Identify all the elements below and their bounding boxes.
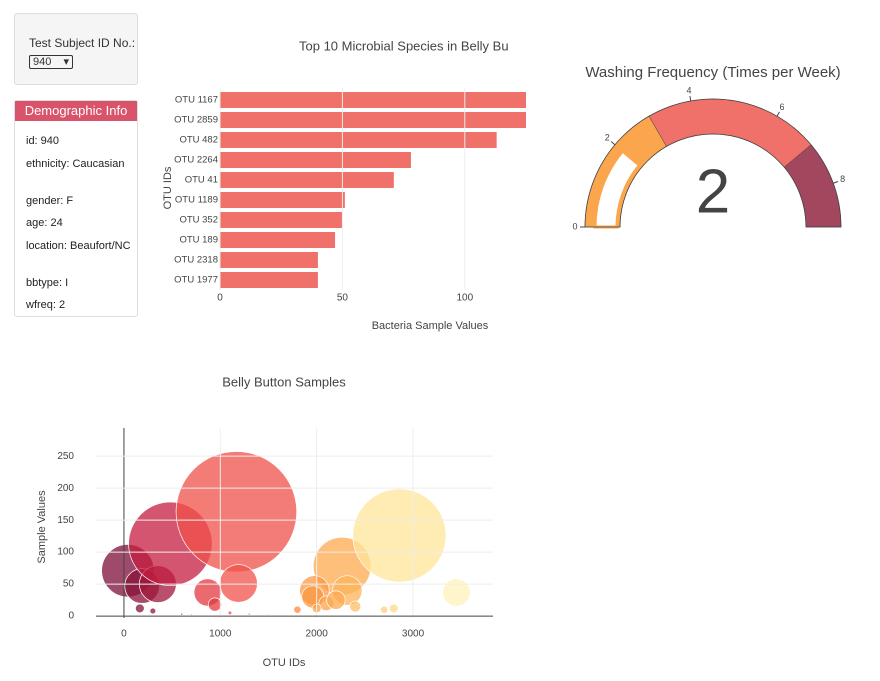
gauge-tick	[610, 141, 616, 146]
demographic-row: ethnicity: Caucasian	[26, 157, 125, 170]
bubble	[227, 610, 233, 616]
bubble	[326, 590, 346, 610]
chart-title: Top 10 Microbial Species in Belly Bu	[299, 38, 509, 53]
gauge-tick-label: 2	[605, 133, 610, 143]
selector-panel: Test Subject ID No.: 940	[14, 13, 138, 85]
y-tick-label: 150	[57, 515, 74, 526]
x-tick-label: 0	[217, 293, 223, 304]
bubble	[180, 612, 184, 616]
gauge-tick	[776, 111, 780, 117]
demographic-title: Demographic Info	[15, 101, 137, 121]
gauge-outline	[584, 98, 842, 228]
demographic-row: bbtype: I	[26, 276, 69, 289]
demographic-row: wfreq: 2	[26, 299, 66, 311]
x-axis-title: OTU IDs	[263, 657, 306, 669]
bubble	[442, 578, 471, 607]
x-tick-label: 0	[121, 629, 127, 640]
gauge-tick-label: 0	[572, 221, 577, 231]
y-tick-label: 250	[57, 451, 74, 462]
y-axis-title: Sample Values	[36, 490, 48, 564]
bubble	[190, 613, 193, 616]
demographic-row: id: 940	[26, 135, 60, 147]
y-tick-label: OTU 189	[179, 235, 218, 246]
y-tick-label: OTU 482	[179, 135, 218, 146]
bar	[220, 212, 343, 228]
y-tick-label: 100	[57, 547, 74, 558]
bubble	[247, 612, 251, 616]
y-tick-label: OTU 41	[185, 175, 218, 186]
gauge-tick-label: 8	[840, 174, 845, 184]
y-tick-label: 0	[68, 611, 74, 622]
x-tick-label: 1000	[209, 629, 232, 640]
demographic-row: gender: F	[26, 194, 74, 207]
bubble	[149, 607, 157, 615]
bar	[220, 132, 497, 148]
bar	[220, 172, 394, 188]
bubble	[380, 605, 389, 614]
subject-select[interactable]: 940	[29, 55, 73, 69]
x-tick-label: 100	[456, 293, 473, 304]
gauge-value: 2	[696, 157, 730, 226]
bar	[220, 92, 526, 108]
bubble	[388, 603, 399, 614]
gauge-tick	[689, 95, 692, 102]
bubble	[349, 600, 362, 613]
y-tick-label: OTU 1977	[174, 275, 218, 286]
y-tick-label: 50	[63, 579, 75, 590]
bubble	[219, 564, 258, 603]
y-tick-label: OTU 2859	[174, 115, 218, 126]
y-tick-label: OTU 2318	[174, 255, 218, 266]
demographic-row: location: Beaufort/NC	[26, 239, 131, 252]
gauge-tick	[833, 181, 839, 184]
chart-title: Belly Button Samples	[222, 374, 346, 389]
y-tick-label: OTU 1167	[175, 95, 218, 106]
gauge-tick-label: 4	[687, 85, 692, 95]
select-label: Test Subject ID No.:	[29, 36, 136, 50]
bar	[220, 272, 318, 288]
y-tick-label: OTU 352	[179, 215, 218, 226]
x-tick-label: 3000	[402, 629, 425, 640]
x-axis-title: Bacteria Sample Values	[372, 320, 489, 332]
bubble	[352, 488, 447, 583]
demographic-panel: Demographic Info id: 940 ethnicity: Cauca…	[14, 100, 138, 317]
bar	[220, 152, 411, 168]
x-tick-label: 50	[337, 293, 349, 304]
x-tick-label: 2000	[306, 629, 329, 640]
y-tick-label: 200	[57, 483, 74, 494]
bar	[220, 112, 526, 128]
gauge-tick-label: 6	[779, 102, 784, 112]
y-tick-label: OTU 2264	[174, 155, 218, 166]
bubble	[267, 613, 270, 616]
bar-plot	[220, 92, 526, 288]
y-tick-label: OTU 1189	[175, 195, 218, 206]
bubble	[207, 597, 222, 612]
bubble	[175, 451, 298, 573]
bubble-plot	[101, 451, 471, 616]
bar	[220, 192, 345, 208]
demographic-row: age: 24	[26, 217, 63, 229]
bar	[220, 232, 336, 248]
bar	[220, 252, 318, 268]
gauge-title: Washing Frequency (Times per Week)	[585, 64, 840, 81]
gauge-bar	[593, 149, 642, 229]
bubble	[293, 605, 302, 614]
y-axis-title: OTU IDs	[162, 166, 174, 209]
bubble	[135, 603, 145, 614]
